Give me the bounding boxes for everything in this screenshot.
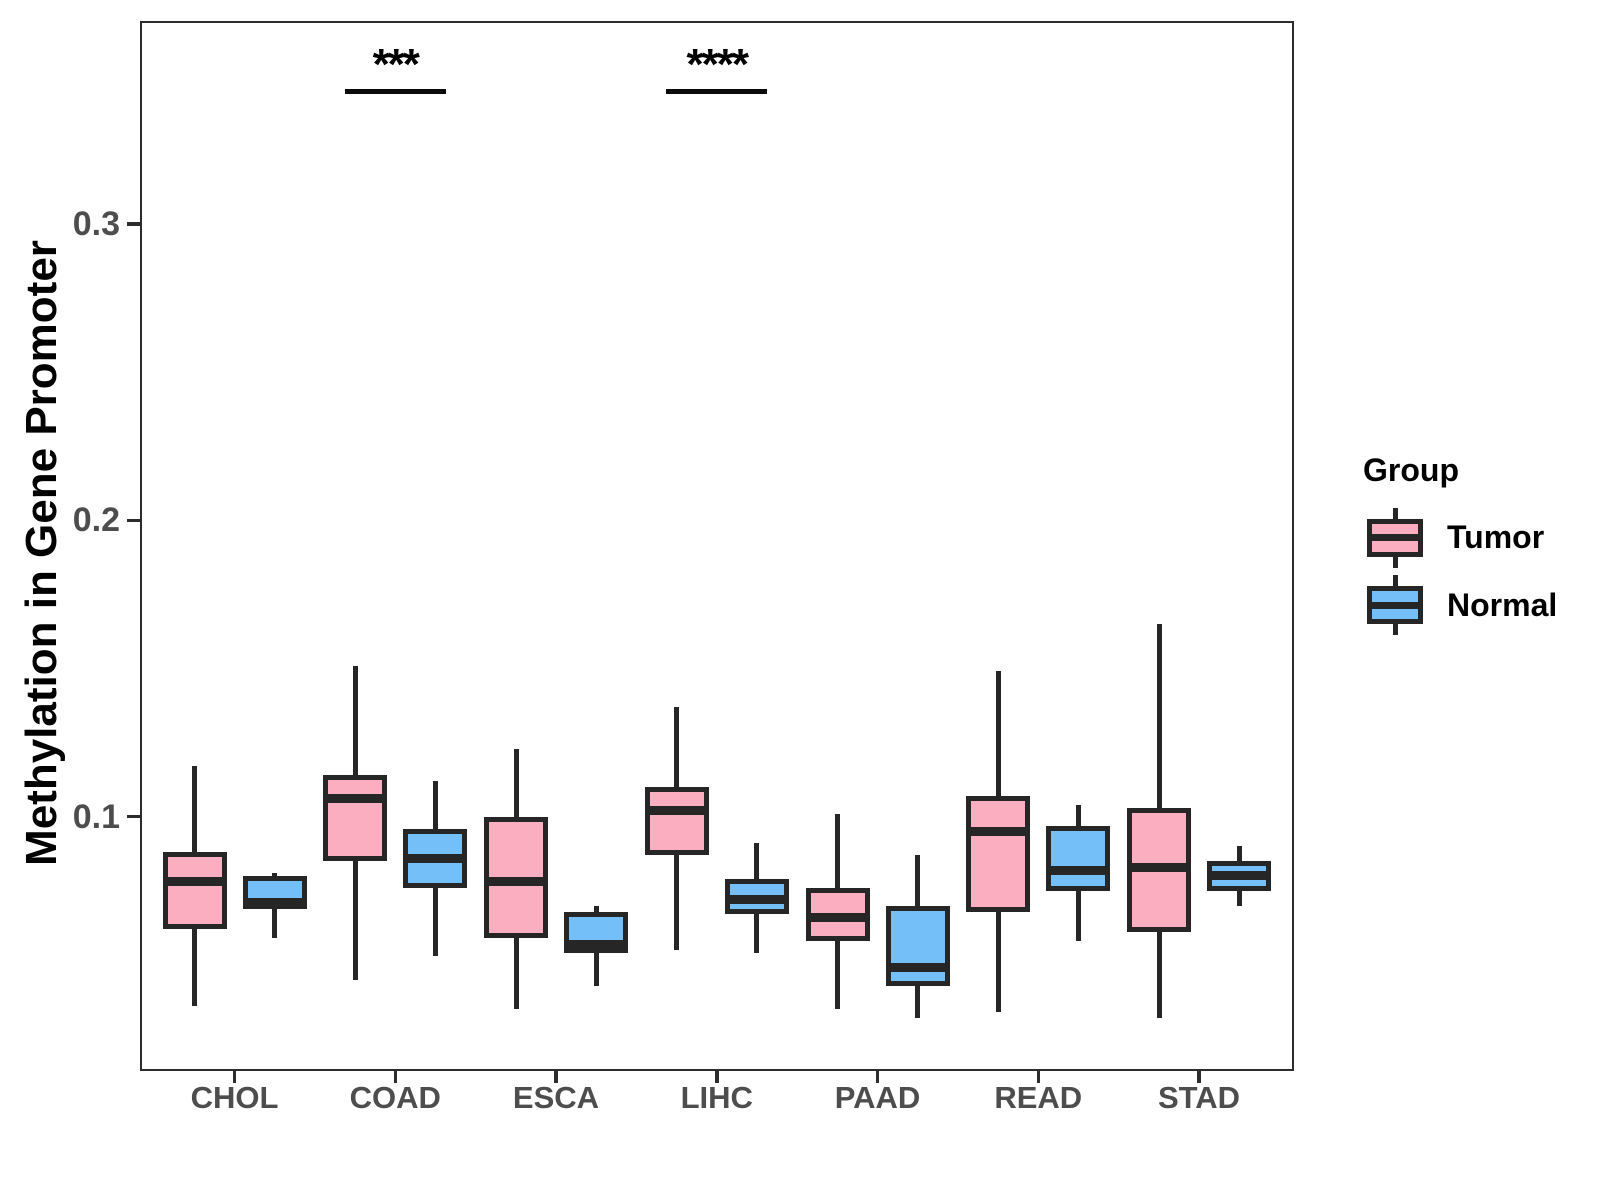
x-tick-STAD [1197, 1071, 1201, 1083]
median-normal-LIHC [724, 895, 789, 905]
significance-line-COAD [344, 89, 446, 94]
y-axis-tick-label: 0.1 [72, 797, 120, 836]
median-normal-ESCA [564, 939, 628, 949]
x-label-LIHC: LIHC [680, 1080, 753, 1115]
median-normal-STAD [1207, 871, 1271, 881]
plot-panel [140, 21, 1294, 1071]
box-tumor-READ [966, 795, 1031, 912]
significance-stars-COAD: *** [372, 40, 420, 89]
x-label-READ: READ [994, 1080, 1083, 1115]
y-axis-tick [127, 518, 140, 523]
y-axis-tick [127, 814, 140, 819]
significance-line-LIHC [666, 89, 768, 94]
legend-label-normal: Normal [1447, 587, 1558, 623]
y-axis-title: Methylation in Gene Promoter [17, 240, 66, 866]
legend-title: Group [1363, 452, 1459, 488]
x-label-CHOL: CHOL [190, 1080, 279, 1115]
box-tumor-COAD [323, 775, 388, 862]
significance-stars-LIHC: **** [686, 40, 750, 89]
x-tick-READ [1036, 1071, 1040, 1083]
legend-key-median-tumor [1367, 534, 1423, 541]
x-tick-ESCA [554, 1071, 558, 1083]
y-axis-tick [127, 222, 140, 226]
x-label-ESCA: ESCA [512, 1080, 600, 1115]
median-tumor-PAAD [805, 912, 870, 922]
median-normal-COAD [403, 853, 468, 863]
box-tumor-LIHC [644, 787, 709, 856]
x-label-COAD: COAD [349, 1080, 441, 1115]
x-label-PAAD: PAAD [834, 1080, 921, 1115]
median-tumor-LIHC [644, 806, 709, 816]
x-tick-LIHC [715, 1071, 719, 1083]
legend-key-median-normal [1367, 601, 1423, 609]
median-tumor-STAD [1127, 862, 1191, 872]
box-tumor-CHOL [162, 852, 227, 930]
x-tick-CHOL [232, 1071, 237, 1083]
median-tumor-ESCA [484, 877, 548, 887]
box-normal-READ [1046, 825, 1111, 891]
x-label-STAD: STAD [1157, 1080, 1241, 1115]
x-tick-PAAD [875, 1071, 880, 1083]
legend-label-tumor: Tumor [1447, 519, 1545, 555]
y-axis-tick-label: 0.2 [72, 501, 120, 540]
box-normal-PAAD [885, 905, 950, 986]
median-tumor-READ [966, 827, 1031, 837]
y-axis-tick-label: 0.3 [72, 205, 120, 243]
median-normal-PAAD [885, 963, 950, 973]
median-normal-READ [1046, 865, 1111, 875]
median-tumor-CHOL [162, 877, 227, 887]
median-tumor-COAD [323, 794, 388, 804]
x-tick-COAD [393, 1071, 397, 1083]
median-normal-CHOL [242, 898, 307, 908]
